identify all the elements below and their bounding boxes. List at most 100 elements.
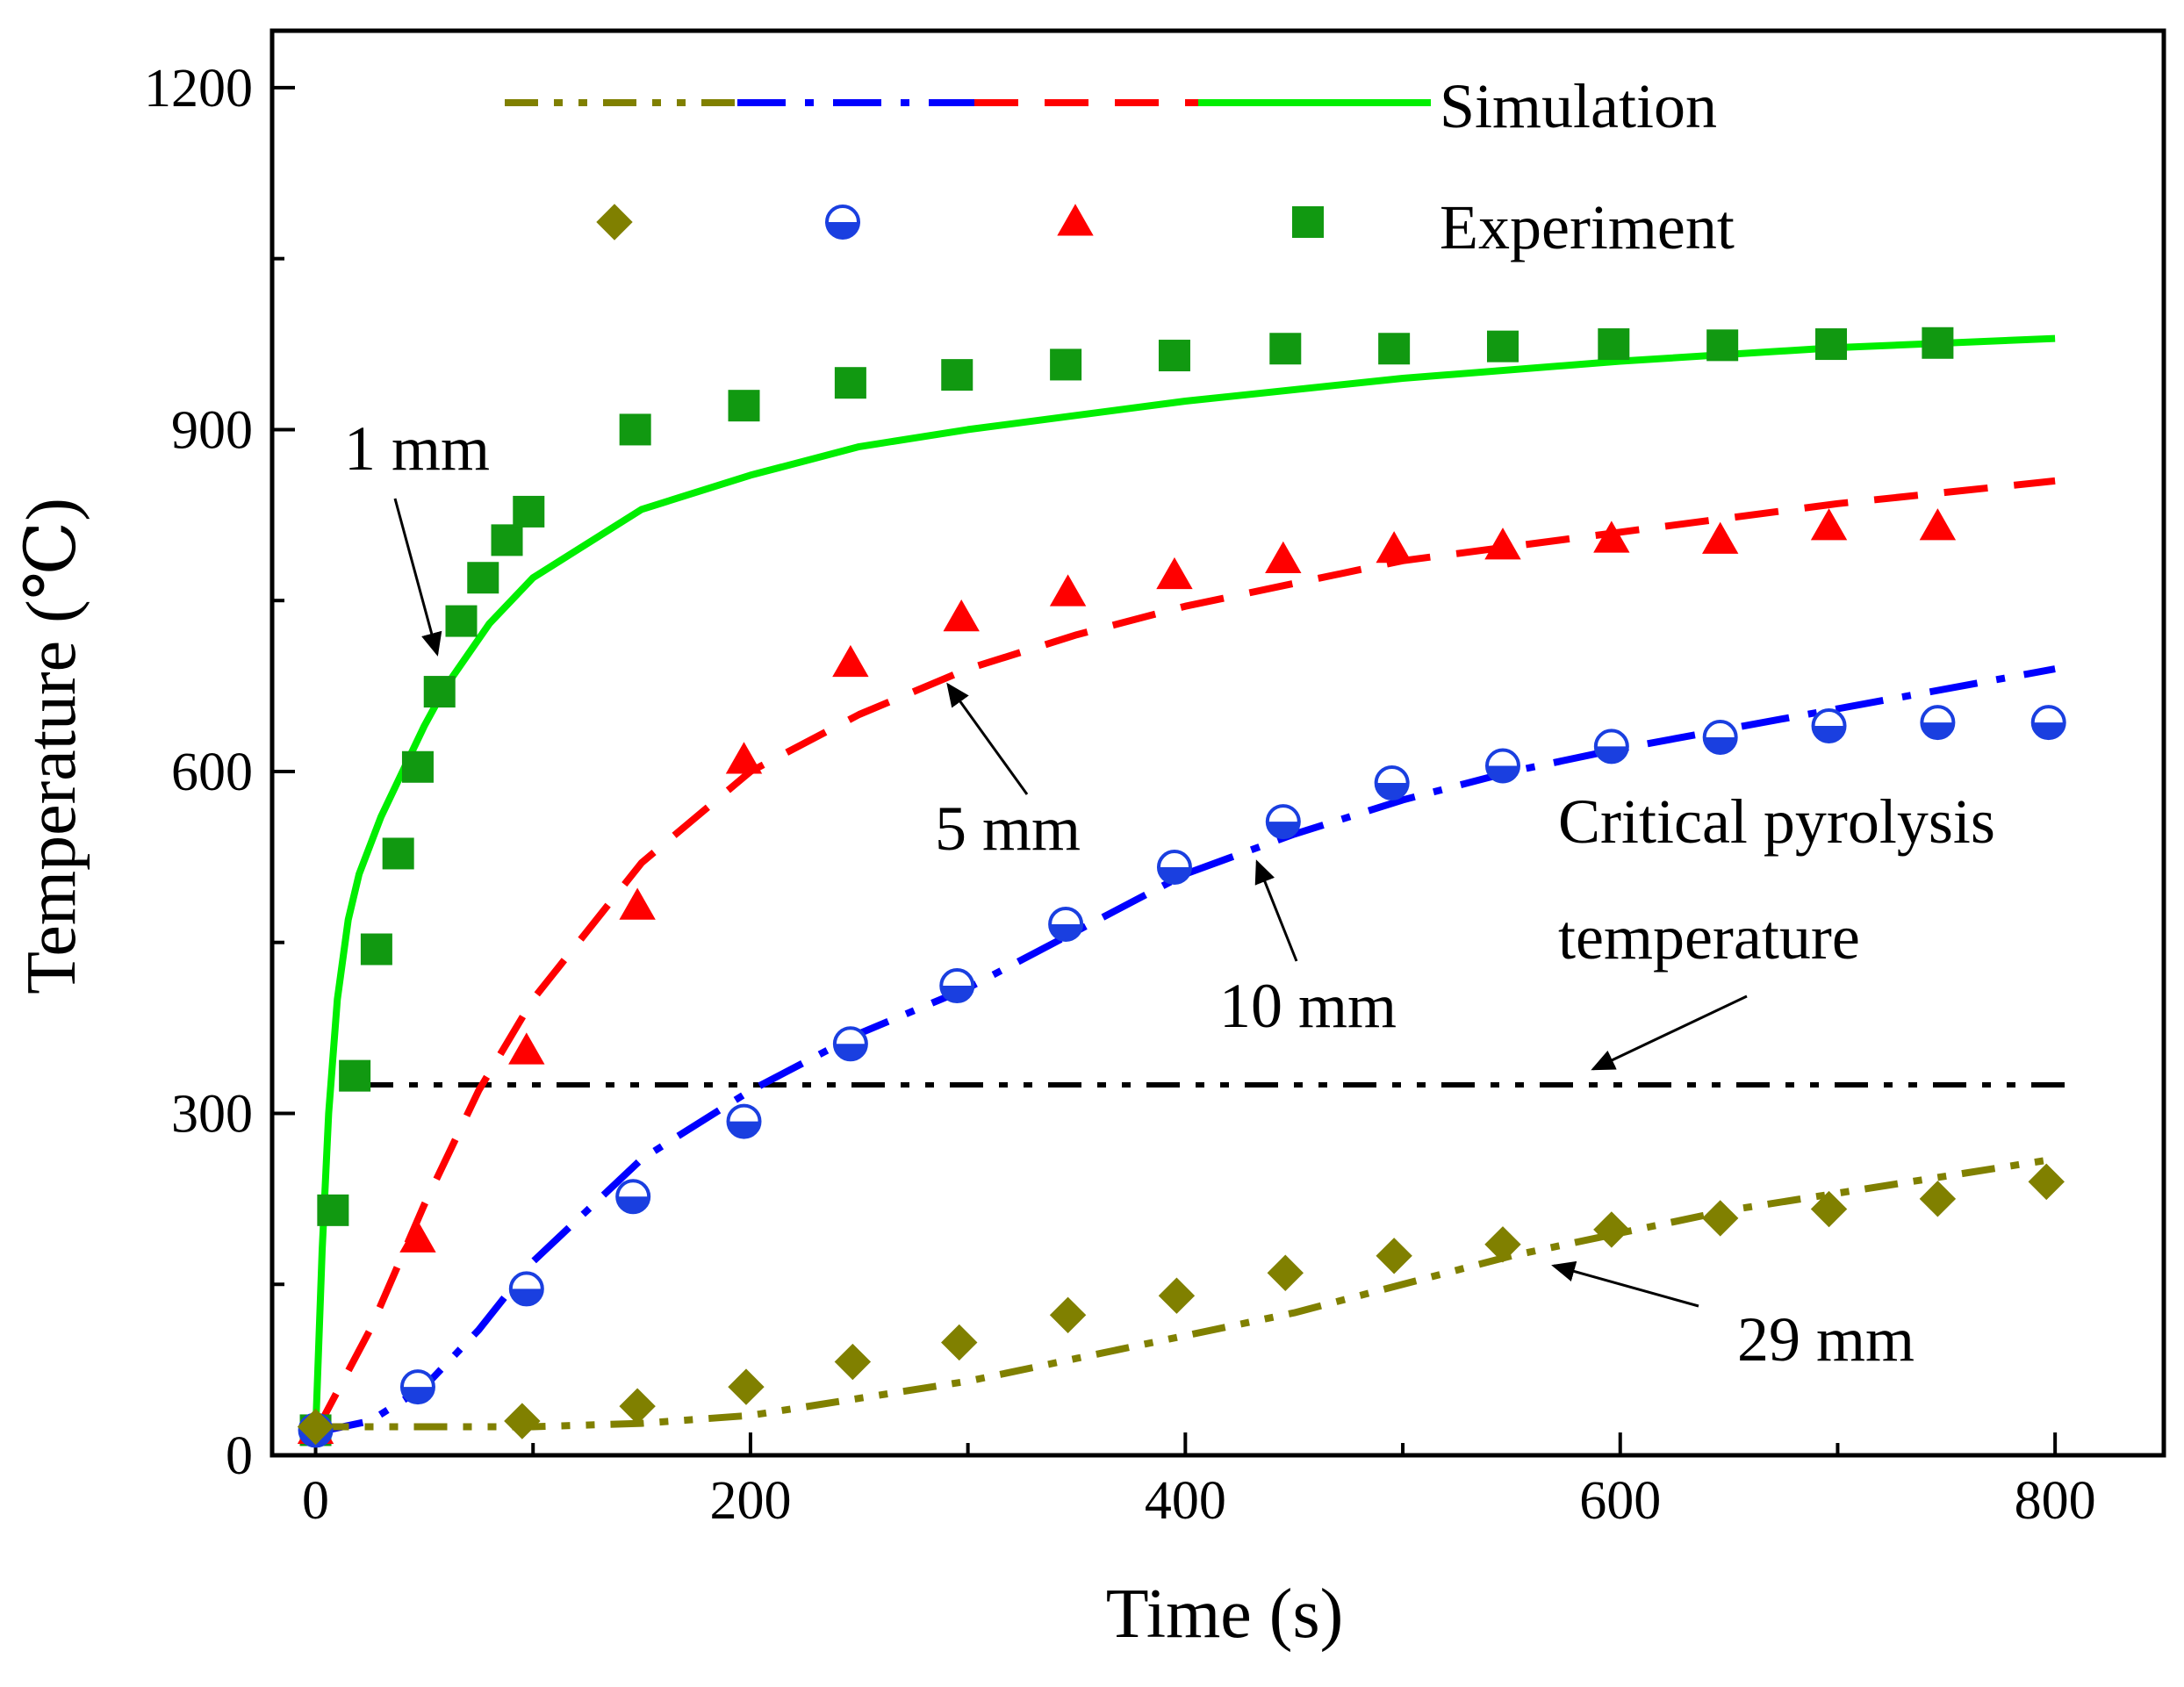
x-tick-label: 0 <box>302 1471 329 1531</box>
exp-point-29mm <box>1158 1277 1196 1314</box>
exp-point-10mm <box>1593 729 1629 765</box>
exp-point-29mm <box>1919 1181 1957 1217</box>
annotation-label: 5 mm <box>935 793 1081 864</box>
exp-point-29mm <box>1484 1226 1521 1263</box>
markers-group <box>297 327 2066 1448</box>
exp-point-1mm <box>1378 333 1411 365</box>
exp-point-1mm <box>834 367 866 399</box>
exp-point-1mm <box>1486 330 1519 363</box>
exp-point-1mm <box>401 750 434 783</box>
exp-point-10mm-fill <box>1267 822 1299 838</box>
legend-experiment-label: Experiment <box>1440 192 1735 262</box>
series-group <box>312 334 2056 1436</box>
exp-point-1mm <box>445 605 478 637</box>
axis-ticks: 0 200 400 600 800 0 300 600 900 1200 <box>144 59 2096 1531</box>
exp-point-29mm <box>1701 1200 1739 1237</box>
exp-point-1mm <box>619 413 651 446</box>
y-tick-label: 300 <box>171 1084 253 1144</box>
exp-point-10mm <box>1811 708 1847 744</box>
exp-point-29mm <box>1810 1190 1848 1228</box>
exp-point-29mm <box>1267 1254 1304 1291</box>
x-axis-title: Time (s) <box>1106 1576 1343 1653</box>
exp-point-1mm <box>339 1059 371 1092</box>
exp-point-10mm-fill <box>2032 722 2065 739</box>
annotations-group: 1 mm 5 mm 10 mm 29 mm Critical pyrolysis temp… <box>344 413 1995 1375</box>
legend-marker-10mm <box>825 205 860 240</box>
annotation-label: 29 mm <box>1737 1304 1915 1375</box>
plot-frame <box>269 28 2166 1458</box>
x-tick-label: 800 <box>2015 1471 2096 1531</box>
legend-marker-1mm <box>1292 206 1324 238</box>
annotation-arrow <box>1551 1260 1699 1308</box>
exp-point-10mm <box>832 1026 868 1062</box>
exp-point-10mm-fill <box>1704 737 1736 754</box>
exp-point-29mm <box>1049 1296 1087 1333</box>
exp-point-10mm-fill <box>1922 722 1954 739</box>
sim-line-5mm <box>312 477 2056 1434</box>
sim-line-1mm <box>312 334 2056 1433</box>
exp-point-5mm <box>943 599 980 632</box>
exp-point-5mm <box>1376 531 1412 564</box>
exp-point-10mm-fill <box>1376 782 1408 799</box>
exp-point-29mm <box>941 1324 978 1361</box>
exp-point-10mm <box>939 968 975 1004</box>
exp-point-5mm <box>508 1032 545 1065</box>
exp-point-1mm <box>513 495 545 528</box>
exp-point-5mm <box>1156 556 1193 590</box>
exp-point-10mm <box>508 1271 544 1307</box>
exp-point-5mm <box>1593 520 1630 553</box>
exp-point-10mm-fill <box>1158 867 1190 884</box>
exp-point-10mm <box>1374 765 1410 800</box>
exp-point-10mm-fill <box>1813 726 1845 743</box>
exp-point-29mm <box>297 1408 334 1446</box>
critical-arrow <box>1591 994 1748 1071</box>
critical-label-line1: Critical pyrolysis <box>1558 786 1995 857</box>
exp-point-1mm <box>1922 327 1954 359</box>
x-tick-label: 600 <box>1579 1471 1661 1531</box>
exp-point-10mm-fill <box>941 986 973 1002</box>
exp-point-29mm <box>2028 1163 2065 1201</box>
exp-point-1mm <box>382 837 414 870</box>
exp-point-10mm <box>1920 705 1956 741</box>
legend-marker-29mm <box>596 204 633 240</box>
exp-point-1mm <box>728 390 760 422</box>
exp-point-10mm-fill <box>728 1121 760 1138</box>
exp-point-5mm <box>1265 541 1302 573</box>
exp-point-10mm <box>1265 804 1301 840</box>
exp-point-5mm <box>619 887 656 920</box>
exp-point-29mm <box>1593 1211 1630 1248</box>
exp-point-5mm <box>725 742 763 774</box>
exp-point-29mm <box>1376 1238 1412 1274</box>
legend: Simulation Experiment <box>505 71 1735 262</box>
annotation-arrow <box>393 498 442 657</box>
y-tick-label: 1200 <box>144 59 253 118</box>
exp-point-10mm <box>399 1369 435 1405</box>
exp-point-29mm <box>834 1343 872 1381</box>
exp-point-10mm <box>1484 748 1520 784</box>
exp-point-10mm <box>1048 906 1084 942</box>
critical-label-line2: temperature <box>1558 902 1860 973</box>
exp-point-1mm <box>1815 328 1848 361</box>
exp-point-10mm <box>615 1179 651 1215</box>
exp-point-5mm <box>1484 528 1521 560</box>
exp-point-10mm-fill <box>617 1196 650 1213</box>
exp-point-1mm <box>423 676 456 708</box>
y-tick-label: 600 <box>171 743 253 802</box>
y-tick-label: 0 <box>226 1426 253 1486</box>
legend-marker-10mm-fill <box>827 222 859 238</box>
exp-point-1mm <box>1158 340 1190 372</box>
exp-point-10mm-fill <box>1486 765 1519 782</box>
y-tick-label: 900 <box>171 400 253 460</box>
exp-point-10mm <box>2030 705 2066 741</box>
annotation-label: 1 mm <box>344 413 490 484</box>
exp-point-5mm <box>1701 521 1739 554</box>
exp-point-5mm <box>1919 508 1957 541</box>
exp-point-10mm <box>1156 850 1192 886</box>
exp-point-1mm <box>1598 328 1630 361</box>
exp-point-10mm <box>726 1103 762 1139</box>
exp-point-1mm <box>467 562 499 594</box>
exp-point-1mm <box>941 359 973 391</box>
annotation-arrow <box>1254 859 1298 962</box>
